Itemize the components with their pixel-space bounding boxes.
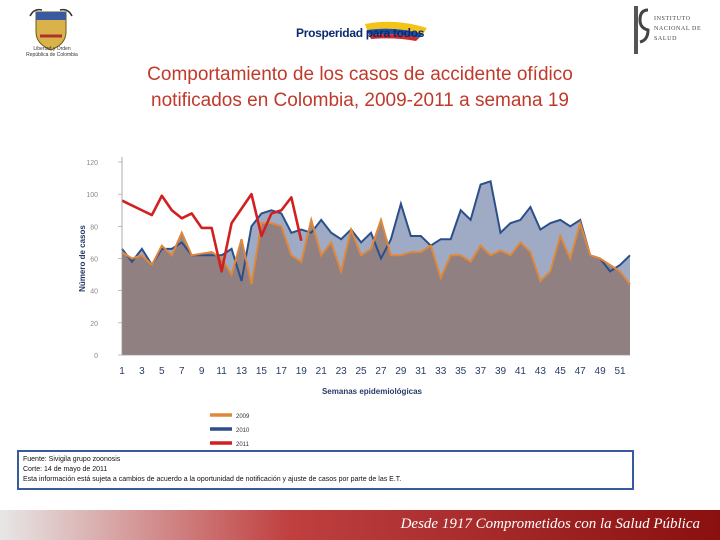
x-tick-label-19: 19 bbox=[296, 366, 308, 377]
x-tick-label-47: 47 bbox=[575, 366, 587, 377]
x-tick-label-51: 51 bbox=[614, 366, 626, 377]
y-tick-label-0: 0 bbox=[94, 353, 98, 360]
crest-line-1: Libertad y Orden bbox=[33, 46, 71, 52]
x-tick-label-17: 17 bbox=[276, 366, 288, 377]
y-axis-title: Número de casos bbox=[78, 225, 87, 292]
footer-text: Desde 1917 Comprometidos con la Salud Pú… bbox=[400, 516, 700, 532]
x-tick-label-39: 39 bbox=[495, 366, 507, 377]
y-tick-label-60: 60 bbox=[90, 257, 98, 264]
title-line-1: Comportamiento de los casos de accidente… bbox=[147, 64, 573, 85]
x-tick-label-33: 33 bbox=[435, 366, 447, 377]
x-tick-label-1: 1 bbox=[119, 366, 125, 377]
ins-line-3: Salud bbox=[654, 36, 678, 42]
x-tick-label-29: 29 bbox=[395, 366, 407, 377]
page-title: Comportamiento de los casos de accidente… bbox=[60, 62, 660, 114]
series-2009-line bbox=[121, 215, 631, 285]
x-tick-label-41: 41 bbox=[515, 366, 527, 377]
x-tick-label-27: 27 bbox=[375, 366, 387, 377]
legend-label-2009: 2009 bbox=[236, 414, 250, 420]
colombia-crest-icon bbox=[29, 8, 73, 51]
note-cutoff: Corte: 14 de mayo de 2011 bbox=[23, 466, 108, 473]
prosperidad-logo-icon bbox=[365, 21, 427, 41]
x-tick-label-5: 5 bbox=[159, 366, 165, 377]
y-tick-label-100: 100 bbox=[86, 192, 98, 199]
crest-line-2: República de Colombia bbox=[26, 52, 78, 58]
ins-line-2: Nacional de bbox=[654, 26, 702, 32]
x-tick-label-25: 25 bbox=[355, 366, 367, 377]
x-tick-label-37: 37 bbox=[475, 366, 487, 377]
y-tick-label-80: 80 bbox=[90, 224, 98, 231]
x-tick-label-45: 45 bbox=[555, 366, 567, 377]
prosperidad-logo-text: Prosperidad para todos bbox=[296, 26, 425, 40]
y-tick-label-20: 20 bbox=[90, 321, 98, 328]
y-tick-label-120: 120 bbox=[86, 160, 98, 167]
x-tick-label-49: 49 bbox=[595, 366, 607, 377]
y-tick-label-40: 40 bbox=[90, 289, 98, 296]
series-2010-line bbox=[121, 180, 631, 282]
series-2011-line bbox=[121, 192, 303, 273]
ins-line-1: Instituto bbox=[654, 16, 691, 22]
x-tick-label-13: 13 bbox=[236, 366, 248, 377]
x-tick-label-15: 15 bbox=[256, 366, 268, 377]
title-line-2: notificados en Colombia, 2009-2011 a sem… bbox=[151, 90, 569, 111]
series-2009-area bbox=[122, 219, 630, 355]
ins-logo-icon bbox=[634, 6, 650, 54]
x-tick-label-35: 35 bbox=[455, 366, 467, 377]
note-source: Fuente: Sivigila grupo zoonosis bbox=[23, 456, 121, 463]
x-tick-label-31: 31 bbox=[415, 366, 427, 377]
legend-label-2011: 2011 bbox=[236, 442, 250, 448]
crest-caption: Libertad y Orden República de Colombia bbox=[22, 46, 82, 58]
x-tick-label-3: 3 bbox=[139, 366, 145, 377]
footer-bar: Desde 1917 Comprometidos con la Salud Pú… bbox=[0, 510, 720, 540]
x-tick-label-11: 11 bbox=[216, 366, 227, 377]
x-tick-label-21: 21 bbox=[316, 366, 328, 377]
x-tick-label-43: 43 bbox=[535, 366, 547, 377]
ins-logo-text: Instituto Nacional de Salud bbox=[654, 14, 701, 44]
x-tick-label-7: 7 bbox=[179, 366, 185, 377]
x-tick-label-23: 23 bbox=[336, 366, 348, 377]
source-note: Fuente: Sivigila grupo zoonosis Corte: 1… bbox=[17, 450, 634, 490]
x-axis-title: Semanas epidemiológicas bbox=[322, 387, 423, 396]
x-tick-label-9: 9 bbox=[199, 366, 205, 377]
legend-label-2010: 2010 bbox=[236, 428, 250, 434]
note-disclaimer: Esta información está sujeta a cambios d… bbox=[23, 476, 402, 483]
